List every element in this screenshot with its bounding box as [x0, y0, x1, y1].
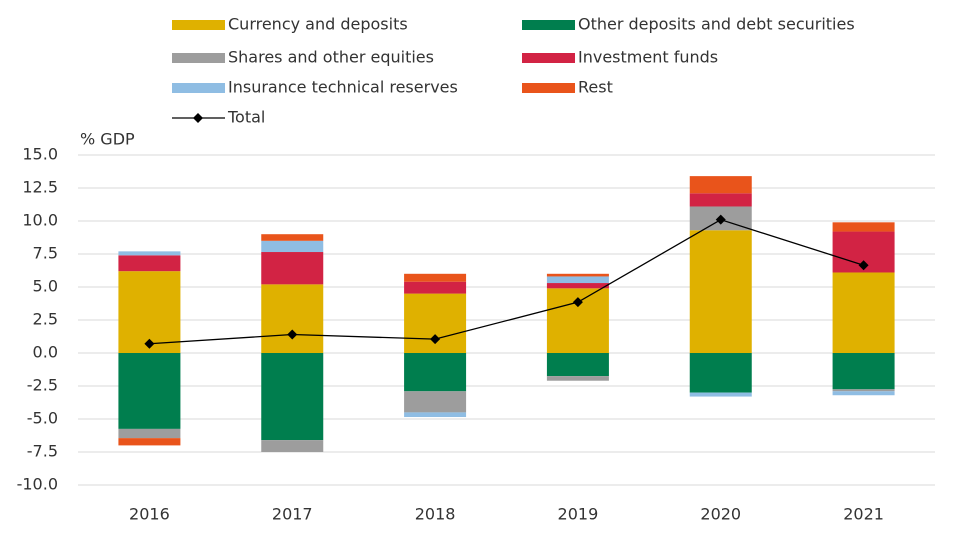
- y-tick-label: 0.0: [33, 343, 58, 362]
- x-tick-label: 2020: [700, 505, 741, 524]
- bar-segment: [546, 376, 609, 381]
- total-marker: [144, 338, 155, 349]
- y-tick-label: -2.5: [27, 376, 58, 395]
- bar-segment: [261, 240, 324, 253]
- total-marker: [287, 329, 298, 340]
- y-tick-label: 12.5: [22, 178, 58, 197]
- bar-segment: [689, 353, 752, 393]
- legend-marker: [193, 113, 203, 123]
- bar-segment: [546, 273, 609, 277]
- y-tick-label: 5.0: [33, 277, 58, 296]
- bar-segment: [118, 438, 181, 446]
- bar-segment: [404, 353, 467, 392]
- bar-segment: [546, 283, 609, 289]
- legend-swatch: [172, 20, 225, 30]
- total-marker: [430, 334, 441, 345]
- y-tick-label: 10.0: [22, 211, 58, 230]
- bar-segment: [546, 353, 609, 377]
- bar-segment: [118, 353, 181, 429]
- x-tick-label: 2017: [272, 505, 313, 524]
- bar-segment: [404, 412, 467, 418]
- legend-label: Other deposits and debt securities: [578, 15, 855, 34]
- legend-label: Rest: [578, 78, 613, 97]
- bar-segment: [118, 428, 181, 439]
- bar-segment: [689, 176, 752, 194]
- legend-label: Currency and deposits: [228, 15, 408, 34]
- bar-segment: [261, 234, 324, 241]
- bar-segment: [261, 252, 324, 285]
- total-marker: [715, 214, 726, 225]
- bar-segment: [118, 255, 181, 272]
- legend-label: Total: [227, 108, 265, 127]
- bar-segment: [118, 251, 181, 256]
- y-tick-label: -5.0: [27, 409, 58, 428]
- bar-segment: [832, 353, 895, 390]
- bar-segment: [832, 222, 895, 232]
- x-tick-label: 2016: [129, 505, 170, 524]
- legend-swatch: [172, 53, 225, 63]
- total-marker: [572, 297, 583, 308]
- legend-label: Investment funds: [578, 48, 718, 67]
- bar-segment: [689, 392, 752, 397]
- y-tick-label: 2.5: [33, 310, 58, 329]
- legend-swatch: [522, 20, 575, 30]
- bar-segment: [404, 281, 467, 294]
- total-line: [149, 218, 864, 345]
- legend-swatch: [522, 83, 575, 93]
- legend-swatch: [522, 53, 575, 63]
- y-tick-label: -10.0: [17, 475, 58, 494]
- bar-segment: [832, 389, 895, 392]
- y-tick-label: 7.5: [33, 244, 58, 263]
- bar-segment: [261, 284, 324, 353]
- bar-segment: [832, 272, 895, 353]
- legend-label: Shares and other equities: [228, 48, 434, 67]
- total-marker: [858, 260, 869, 271]
- bar-segment: [832, 391, 895, 396]
- bar-segment: [261, 440, 324, 452]
- bar-segment: [689, 230, 752, 353]
- x-tick-label: 2019: [558, 505, 599, 524]
- legend-label: Insurance technical reserves: [228, 78, 458, 97]
- bar-segment: [689, 193, 752, 207]
- x-tick-label: 2021: [843, 505, 884, 524]
- y-axis-label: % GDP: [80, 130, 135, 149]
- legend-swatch: [172, 83, 225, 93]
- y-tick-label: -7.5: [27, 442, 58, 461]
- y-tick-label: 15.0: [22, 145, 58, 164]
- x-tick-label: 2018: [415, 505, 456, 524]
- bar-segment: [546, 276, 609, 284]
- bar-segment: [261, 353, 324, 441]
- bar-segment: [404, 391, 467, 413]
- bar-segment: [404, 273, 467, 282]
